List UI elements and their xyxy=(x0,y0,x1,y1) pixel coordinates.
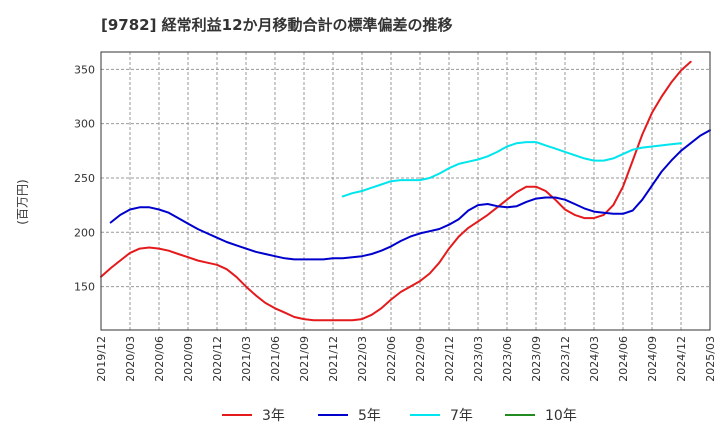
x-tick-label: 2024/12 xyxy=(675,336,688,382)
legend: 3年 5年 7年 10年 xyxy=(222,408,577,424)
x-tick-label: 2025/03 xyxy=(704,336,717,382)
x-tick-label: 2021/06 xyxy=(269,336,282,382)
x-tick-label: 2021/09 xyxy=(298,336,311,382)
x-tick-label: 2021/03 xyxy=(240,336,253,382)
y-tick-label: 300 xyxy=(74,118,95,131)
x-tick-label: 2024/09 xyxy=(646,336,659,382)
y-tick-label: 150 xyxy=(74,281,95,294)
series-line-3年 xyxy=(100,60,692,322)
x-tick-label: 2019/12 xyxy=(95,336,108,382)
y-tick-labels: 150 200 250 300 350 xyxy=(74,63,95,293)
x-tick-label: 2021/12 xyxy=(327,336,340,382)
x-tick-label: 2022/09 xyxy=(414,336,427,382)
x-tick-label: 2022/06 xyxy=(385,336,398,382)
series-lines xyxy=(100,60,711,322)
x-tick-label: 2020/09 xyxy=(182,336,195,382)
x-tick-labels: 2019/12 2020/03 2020/06 2020/09 2020/12 2021/… xyxy=(95,336,717,382)
x-tick-label: 2020/03 xyxy=(124,336,137,382)
series-line-5年 xyxy=(109,129,711,261)
x-tick-label: 2024/06 xyxy=(617,336,630,382)
x-tick-label: 2024/03 xyxy=(588,336,601,382)
x-tick-label: 2023/12 xyxy=(559,336,572,382)
x-tick-label: 2023/06 xyxy=(501,336,514,382)
chart-title: [9782] 経常利益12か月移動合計の標準偏差の推移 xyxy=(101,16,453,34)
x-tick-label: 2020/12 xyxy=(211,336,224,382)
legend-label-10年: 10年 xyxy=(545,408,577,424)
legend-label-3年: 3年 xyxy=(262,408,285,424)
plot-frame xyxy=(100,51,711,331)
x-tick-label: 2023/09 xyxy=(530,336,543,382)
y-tick-label: 350 xyxy=(74,63,95,76)
x-tick-label: 2022/03 xyxy=(356,336,369,382)
legend-label-5年: 5年 xyxy=(358,408,381,424)
y-tick-label: 200 xyxy=(74,226,95,239)
x-tick-label: 2022/12 xyxy=(443,336,456,382)
series-line-7年 xyxy=(341,141,682,198)
legend-label-7年: 7年 xyxy=(450,408,473,424)
x-tick-label: 2023/03 xyxy=(472,336,485,382)
x-tick-label: 2020/06 xyxy=(153,336,166,382)
y-tick-label: 250 xyxy=(74,172,95,185)
plot-background xyxy=(101,52,710,330)
